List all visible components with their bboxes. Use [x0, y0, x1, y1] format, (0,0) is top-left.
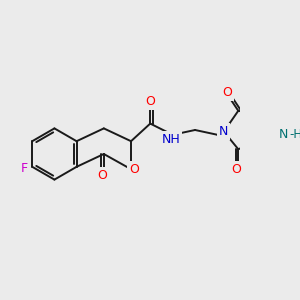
Text: NH: NH: [162, 133, 180, 146]
Text: F: F: [21, 162, 28, 175]
Text: -H: -H: [290, 128, 300, 141]
Text: N: N: [278, 128, 288, 141]
Text: O: O: [97, 169, 107, 182]
Text: N: N: [219, 125, 229, 138]
Text: O: O: [232, 163, 242, 176]
Text: O: O: [222, 86, 232, 99]
Text: O: O: [129, 163, 139, 176]
Text: O: O: [145, 95, 155, 109]
